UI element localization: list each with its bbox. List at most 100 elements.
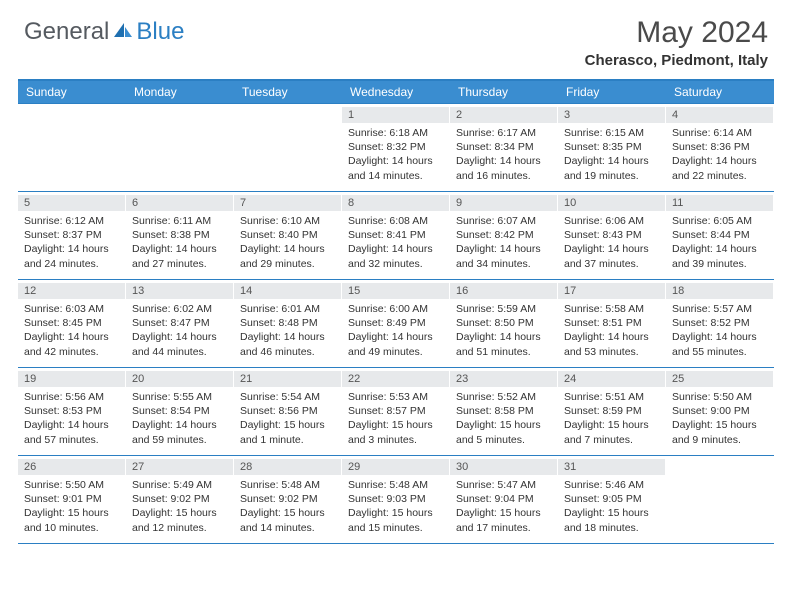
day-header: Wednesday <box>342 81 450 103</box>
daylight-line: Daylight: 14 hours and 29 minutes. <box>240 242 335 270</box>
sunset-line: Sunset: 9:02 PM <box>132 492 227 506</box>
day-number: 17 <box>558 283 665 299</box>
day-number: 2 <box>450 107 557 123</box>
day-cell <box>666 456 774 543</box>
day-cell <box>18 104 126 191</box>
week-row: 5Sunrise: 6:12 AMSunset: 8:37 PMDaylight… <box>18 191 774 279</box>
sunrise-line: Sunrise: 5:55 AM <box>132 390 227 404</box>
day-cell: 2 Sunrise: 6:17 AMSunset: 8:34 PMDaylight… <box>450 104 558 191</box>
day-number: 5 <box>18 195 125 211</box>
sunset-line: Sunset: 8:52 PM <box>672 316 767 330</box>
day-number: 6 <box>126 195 233 211</box>
day-number: 31 <box>558 459 665 475</box>
sunrise-line: Sunrise: 5:51 AM <box>564 390 659 404</box>
daylight-line: Daylight: 14 hours and 19 minutes. <box>564 154 659 182</box>
header: General Blue May 2024 Cherasco, Piedmont… <box>0 0 792 73</box>
day-number: 1 <box>342 107 449 123</box>
day-number: 19 <box>18 371 125 387</box>
day-header: Tuesday <box>234 81 342 103</box>
sunset-line: Sunset: 9:02 PM <box>240 492 335 506</box>
logo-word2: Blue <box>136 18 184 46</box>
title-block: May 2024 Cherasco, Piedmont, Italy <box>585 18 768 69</box>
day-cell: 26Sunrise: 5:50 AMSunset: 9:01 PMDayligh… <box>18 456 126 543</box>
sunrise-line: Sunrise: 5:56 AM <box>24 390 119 404</box>
day-cell <box>234 104 342 191</box>
day-number: 20 <box>126 371 233 387</box>
sunrise-line: Sunrise: 5:48 AM <box>348 478 443 492</box>
month-title: May 2024 <box>585 18 768 48</box>
day-cell: 3 Sunrise: 6:15 AMSunset: 8:35 PMDaylight… <box>558 104 666 191</box>
day-cell: 4Sunrise: 6:14 AMSunset: 8:36 PMDaylight… <box>666 104 774 191</box>
daylight-line: Daylight: 14 hours and 42 minutes. <box>24 330 119 358</box>
day-cell: 19Sunrise: 5:56 AMSunset: 8:53 PMDayligh… <box>18 368 126 455</box>
daylight-line: Daylight: 14 hours and 22 minutes. <box>672 154 767 182</box>
sunset-line: Sunset: 8:54 PM <box>132 404 227 418</box>
day-number: 7 <box>234 195 341 211</box>
sunset-line: Sunset: 9:04 PM <box>456 492 551 506</box>
sunrise-line: Sunrise: 5:52 AM <box>456 390 551 404</box>
daylight-line: Daylight: 14 hours and 16 minutes. <box>456 154 551 182</box>
sunrise-line: Sunrise: 6:17 AM <box>456 126 551 140</box>
sunrise-line: Sunrise: 5:53 AM <box>348 390 443 404</box>
day-cell: 27Sunrise: 5:49 AMSunset: 9:02 PMDayligh… <box>126 456 234 543</box>
day-cell: 10Sunrise: 6:06 AMSunset: 8:43 PMDayligh… <box>558 192 666 279</box>
sunset-line: Sunset: 9:01 PM <box>24 492 119 506</box>
day-cell: 17Sunrise: 5:58 AMSunset: 8:51 PMDayligh… <box>558 280 666 367</box>
daylight-line: Daylight: 15 hours and 15 minutes. <box>348 506 443 534</box>
sunrise-line: Sunrise: 6:14 AM <box>672 126 767 140</box>
daylight-line: Daylight: 14 hours and 55 minutes. <box>672 330 767 358</box>
daylight-line: Daylight: 15 hours and 14 minutes. <box>240 506 335 534</box>
day-cell: 6Sunrise: 6:11 AMSunset: 8:38 PMDaylight… <box>126 192 234 279</box>
daylight-line: Daylight: 14 hours and 39 minutes. <box>672 242 767 270</box>
day-number: 25 <box>666 371 773 387</box>
day-number: 15 <box>342 283 449 299</box>
daylight-line: Daylight: 14 hours and 59 minutes. <box>132 418 227 446</box>
day-cell: 7Sunrise: 6:10 AMSunset: 8:40 PMDaylight… <box>234 192 342 279</box>
sunrise-line: Sunrise: 5:50 AM <box>672 390 767 404</box>
day-cell: 22Sunrise: 5:53 AMSunset: 8:57 PMDayligh… <box>342 368 450 455</box>
day-cell: 29Sunrise: 5:48 AMSunset: 9:03 PMDayligh… <box>342 456 450 543</box>
sunset-line: Sunset: 9:05 PM <box>564 492 659 506</box>
day-number: 9 <box>450 195 557 211</box>
daylight-line: Daylight: 15 hours and 7 minutes. <box>564 418 659 446</box>
sunrise-line: Sunrise: 5:50 AM <box>24 478 119 492</box>
daylight-line: Daylight: 14 hours and 57 minutes. <box>24 418 119 446</box>
calendar: SundayMondayTuesdayWednesdayThursdayFrid… <box>18 79 774 543</box>
sunset-line: Sunset: 8:48 PM <box>240 316 335 330</box>
daylight-line: Daylight: 15 hours and 10 minutes. <box>24 506 119 534</box>
sunset-line: Sunset: 8:49 PM <box>348 316 443 330</box>
day-cell: 16Sunrise: 5:59 AMSunset: 8:50 PMDayligh… <box>450 280 558 367</box>
day-number: 3 <box>558 107 665 123</box>
day-number: 23 <box>450 371 557 387</box>
daylight-line: Daylight: 14 hours and 49 minutes. <box>348 330 443 358</box>
day-cell: 28Sunrise: 5:48 AMSunset: 9:02 PMDayligh… <box>234 456 342 543</box>
daylight-line: Daylight: 14 hours and 44 minutes. <box>132 330 227 358</box>
daylight-line: Daylight: 15 hours and 18 minutes. <box>564 506 659 534</box>
sunset-line: Sunset: 8:34 PM <box>456 140 551 154</box>
day-cell: 18Sunrise: 5:57 AMSunset: 8:52 PMDayligh… <box>666 280 774 367</box>
week-row: 26Sunrise: 5:50 AMSunset: 9:01 PMDayligh… <box>18 455 774 543</box>
day-number: 18 <box>666 283 773 299</box>
sunset-line: Sunset: 8:36 PM <box>672 140 767 154</box>
week-row: 12Sunrise: 6:03 AMSunset: 8:45 PMDayligh… <box>18 279 774 367</box>
daylight-line: Daylight: 15 hours and 9 minutes. <box>672 418 767 446</box>
day-cell: 23Sunrise: 5:52 AMSunset: 8:58 PMDayligh… <box>450 368 558 455</box>
day-number: 30 <box>450 459 557 475</box>
day-cell: 1Sunrise: 6:18 AMSunset: 8:32 PMDaylight… <box>342 104 450 191</box>
day-cell: 15Sunrise: 6:00 AMSunset: 8:49 PMDayligh… <box>342 280 450 367</box>
sunset-line: Sunset: 8:43 PM <box>564 228 659 242</box>
sunset-line: Sunset: 8:56 PM <box>240 404 335 418</box>
sunset-line: Sunset: 8:35 PM <box>564 140 659 154</box>
day-cell: 11Sunrise: 6:05 AMSunset: 8:44 PMDayligh… <box>666 192 774 279</box>
sunrise-line: Sunrise: 6:15 AM <box>564 126 659 140</box>
weeks-container: 1Sunrise: 6:18 AMSunset: 8:32 PMDaylight… <box>18 103 774 543</box>
sunset-line: Sunset: 8:32 PM <box>348 140 443 154</box>
sunrise-line: Sunrise: 5:49 AM <box>132 478 227 492</box>
sunrise-line: Sunrise: 5:58 AM <box>564 302 659 316</box>
day-number: 16 <box>450 283 557 299</box>
daylight-line: Daylight: 14 hours and 53 minutes. <box>564 330 659 358</box>
day-number: 14 <box>234 283 341 299</box>
day-cell: 8Sunrise: 6:08 AMSunset: 8:41 PMDaylight… <box>342 192 450 279</box>
sunset-line: Sunset: 8:38 PM <box>132 228 227 242</box>
sunset-line: Sunset: 8:47 PM <box>132 316 227 330</box>
